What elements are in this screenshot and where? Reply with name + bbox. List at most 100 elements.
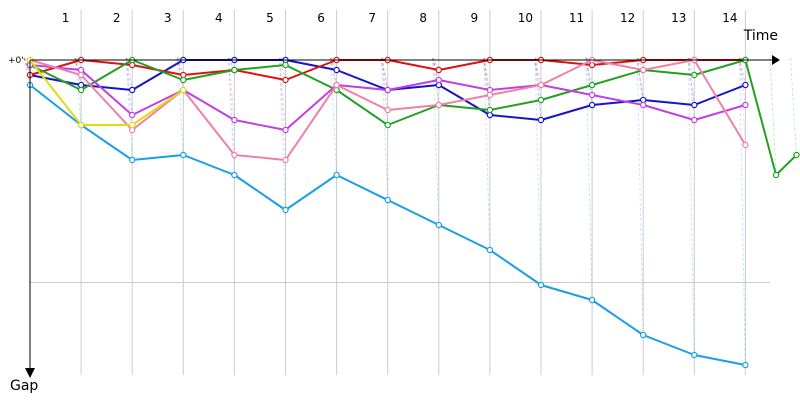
series-point-6-4	[231, 151, 238, 159]
series-point-4-3	[180, 76, 187, 84]
series-point-5-8	[435, 76, 442, 84]
series-point-5-11	[588, 91, 596, 99]
x-axis-title: Time	[743, 28, 778, 44]
axes: Time Gap +0'	[8, 28, 780, 394]
series-point-2-11	[588, 101, 596, 109]
drop-line-6-2	[125, 57, 133, 131]
series-point-5-7	[384, 86, 391, 94]
series-point-4-9	[486, 106, 494, 114]
series-point-6-12	[640, 66, 647, 74]
drop-line-6-4	[227, 57, 235, 156]
drop-line-1-6	[330, 57, 338, 176]
series-point-1-11	[588, 296, 596, 304]
drop-line-5-14	[738, 57, 746, 106]
drop-line-1-5	[279, 57, 286, 211]
series-point-4-11	[588, 81, 596, 89]
drop-line-2-10	[534, 57, 542, 121]
drop-line-5-7	[381, 57, 389, 91]
series-point-1-2	[128, 156, 136, 164]
series-point-1-8	[435, 221, 442, 229]
series-point-4-4	[231, 66, 238, 74]
series-point-1-4	[231, 171, 238, 179]
lap-label-14: 14	[722, 11, 737, 25]
drop-line-4-10	[534, 57, 542, 101]
series-point-4-10	[537, 96, 545, 104]
series-point-3-5	[282, 76, 289, 84]
series-point-2-6	[333, 66, 340, 74]
y-axis-title: Gap	[10, 378, 38, 394]
series-point-1-12	[640, 331, 647, 339]
time-axis-arrow	[772, 55, 780, 65]
lap-label-12: 12	[620, 11, 635, 25]
series-point-7-1	[77, 121, 85, 129]
drop-line-1-11	[585, 57, 593, 301]
drop-line-5-13	[687, 57, 695, 121]
lap-labels: 1 2 3 4 5 6 7 8 9 10 11 12 13 14	[62, 11, 738, 25]
lap-label-1: 1	[62, 11, 70, 25]
drop-line-1-13	[687, 57, 695, 356]
lap-label-7: 7	[368, 11, 376, 25]
lap-label-9: 9	[471, 11, 479, 25]
series-point-6-10	[537, 81, 545, 89]
drop-line-4-9	[483, 57, 491, 111]
drop-line-3-5	[279, 57, 286, 81]
drop-line-5-9	[483, 57, 491, 91]
drop-line-2-9	[483, 57, 491, 116]
series-point-4-5	[282, 61, 289, 69]
series-point-6-7	[384, 106, 391, 114]
drop-line-1-2	[125, 57, 133, 161]
series-point-1-6	[333, 171, 340, 179]
lap-label-13: 13	[671, 11, 686, 25]
drop-line-2-12	[636, 57, 644, 101]
drop-line-1-14	[738, 57, 746, 366]
drop-line-1-10	[534, 57, 542, 286]
series-point-1-10	[537, 281, 545, 289]
gap-axis-arrow	[25, 368, 35, 378]
lap-label-4: 4	[215, 11, 223, 25]
series-point-6-14	[742, 141, 749, 149]
lap-label-5: 5	[266, 11, 274, 25]
y-tick-zero: +0'	[8, 56, 24, 66]
series-point-6-1	[77, 71, 85, 79]
series-point-1-7	[384, 196, 391, 204]
series-point-6-9	[486, 91, 494, 99]
drop-line-4-16	[790, 57, 797, 156]
drop-line-2-11	[585, 57, 593, 106]
drop-line-5-12	[636, 57, 644, 106]
series-point-2-2	[128, 86, 136, 94]
series-line-7	[29, 59, 184, 126]
drop-line-4-8	[432, 57, 440, 106]
drop-line-6-14	[738, 57, 746, 146]
series-point-6-5	[282, 156, 289, 164]
series-point-4-1	[77, 86, 85, 94]
series-point-4-13	[691, 71, 698, 79]
lap-label-6: 6	[317, 11, 325, 25]
lap-label-3: 3	[164, 11, 172, 25]
series-point-5-13	[691, 116, 698, 124]
drop-line-6-5	[279, 57, 286, 161]
series-point-5-4	[231, 116, 238, 124]
drop-line-5-5	[279, 57, 286, 131]
drop-line-2-7	[381, 57, 389, 91]
series-point-1-5	[282, 206, 289, 214]
series-point-4-7	[384, 121, 391, 129]
series-point-1-13	[691, 351, 698, 359]
series-point-4-16	[793, 151, 800, 159]
series-point-1-3	[180, 151, 187, 159]
drop-line-4-15	[769, 57, 777, 176]
series-point-7-2	[128, 121, 136, 129]
lap-label-11: 11	[569, 11, 584, 25]
drop-line-5-4	[227, 57, 235, 121]
series-point-1-9	[486, 246, 494, 254]
drop-line-1-7	[381, 57, 389, 201]
drop-line-4-7	[381, 57, 389, 126]
grid	[30, 10, 770, 375]
series-point-4-15	[772, 171, 780, 179]
lap-label-2: 2	[113, 11, 121, 25]
series-lines	[26, 56, 800, 369]
series-point-3-8	[435, 66, 442, 74]
series-point-5-2	[128, 111, 136, 119]
series-point-2-10	[537, 116, 545, 124]
